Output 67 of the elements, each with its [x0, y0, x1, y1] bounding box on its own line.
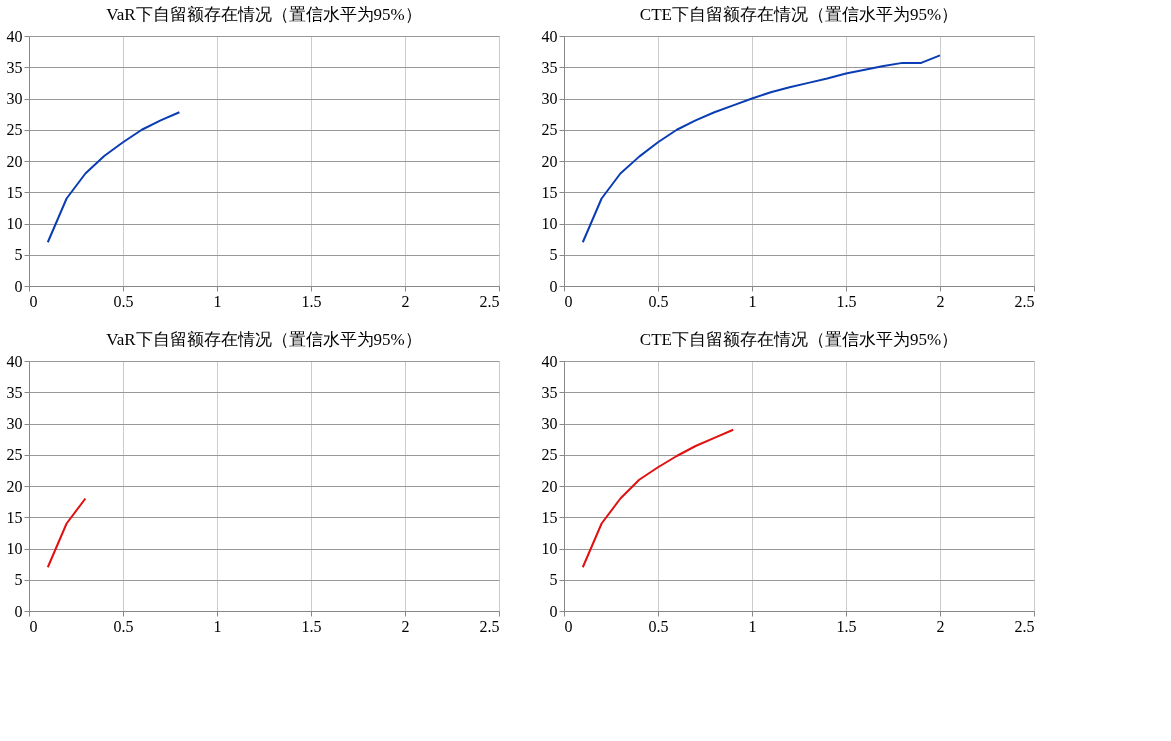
y-tick-label: 10	[6, 215, 23, 232]
y-tick-label: 20	[541, 152, 558, 170]
line-series	[46, 111, 181, 244]
y-tick-label: 30	[6, 415, 23, 432]
y-tick-label: 30	[541, 415, 558, 432]
y-tick-label: 40	[6, 27, 23, 45]
y-tick-label: 10	[6, 540, 23, 557]
y-tick-label: 40	[541, 352, 558, 370]
y-tick-label: 40	[6, 352, 23, 370]
x-tick-label: 0	[29, 617, 38, 635]
y-tick-label: 15	[541, 508, 558, 526]
y-tick-label: 0	[14, 277, 23, 295]
x-tick-label: 0.5	[648, 292, 669, 310]
x-tick-label: 0	[564, 292, 573, 310]
x-tick-label: 0	[29, 292, 38, 310]
x-tick-label: 0.5	[113, 292, 134, 310]
x-tick-label: 0.5	[648, 617, 669, 635]
y-tick-label: 25	[6, 446, 23, 464]
y-tick-label: 20	[6, 477, 23, 495]
chart-title: VaR下自留额存在情况（置信水平为95%）	[106, 5, 422, 24]
x-tick-label: 2	[401, 292, 410, 310]
y-tick-label: 15	[6, 183, 23, 201]
x-tick-label: 2.5	[479, 617, 500, 635]
y-tick-label: 20	[6, 152, 23, 170]
x-tick-label: 2.5	[479, 292, 500, 310]
y-tick-label: 25	[6, 121, 23, 139]
x-tick-label: 2	[936, 292, 945, 310]
x-tick-label: 0.5	[113, 617, 134, 635]
y-tick-label: 5	[14, 571, 23, 589]
x-tick-label: 1.5	[301, 292, 322, 310]
y-tick-label: 5	[549, 246, 558, 264]
x-tick-label: 1	[748, 292, 757, 310]
y-tick-label: 10	[541, 215, 558, 232]
x-tick-label: 1	[213, 617, 222, 635]
y-tick-label: 0	[549, 602, 558, 620]
x-tick-label: 1	[748, 617, 757, 635]
x-tick-label: 0	[564, 617, 573, 635]
y-tick-label: 35	[541, 58, 558, 76]
x-tick-label: 2	[936, 617, 945, 635]
y-tick-label: 0	[14, 602, 23, 620]
x-tick-label: 1.5	[301, 617, 322, 635]
y-tick-label: 35	[6, 383, 23, 401]
chart-title: CTE下自留额存在情况（置信水平为95%）	[639, 330, 959, 349]
x-tick-label: 2.5	[1014, 292, 1035, 310]
chart-title: CTE下自留额存在情况（置信水平为95%）	[639, 5, 959, 24]
y-tick-label: 5	[14, 246, 23, 264]
y-tick-label: 30	[541, 90, 558, 107]
x-tick-label: 1.5	[836, 617, 857, 635]
y-tick-label: 30	[6, 90, 23, 107]
line-series	[581, 428, 735, 569]
x-tick-label: 1	[213, 292, 222, 310]
y-tick-label: 15	[6, 508, 23, 526]
chart-title: VaR下自留额存在情况（置信水平为95%）	[106, 330, 422, 349]
y-tick-label: 40	[541, 27, 558, 45]
y-tick-label: 35	[6, 58, 23, 76]
line-series	[581, 54, 941, 244]
x-tick-label: 2	[401, 617, 410, 635]
y-tick-label: 15	[541, 183, 558, 201]
x-tick-label: 1.5	[836, 292, 857, 310]
y-tick-label: 25	[541, 121, 558, 139]
y-tick-label: 20	[541, 477, 558, 495]
y-tick-label: 25	[541, 446, 558, 464]
x-tick-label: 2.5	[1014, 617, 1035, 635]
y-tick-label: 5	[549, 571, 558, 589]
y-tick-label: 0	[549, 277, 558, 295]
y-tick-label: 35	[541, 383, 558, 401]
y-tick-label: 10	[541, 540, 558, 557]
